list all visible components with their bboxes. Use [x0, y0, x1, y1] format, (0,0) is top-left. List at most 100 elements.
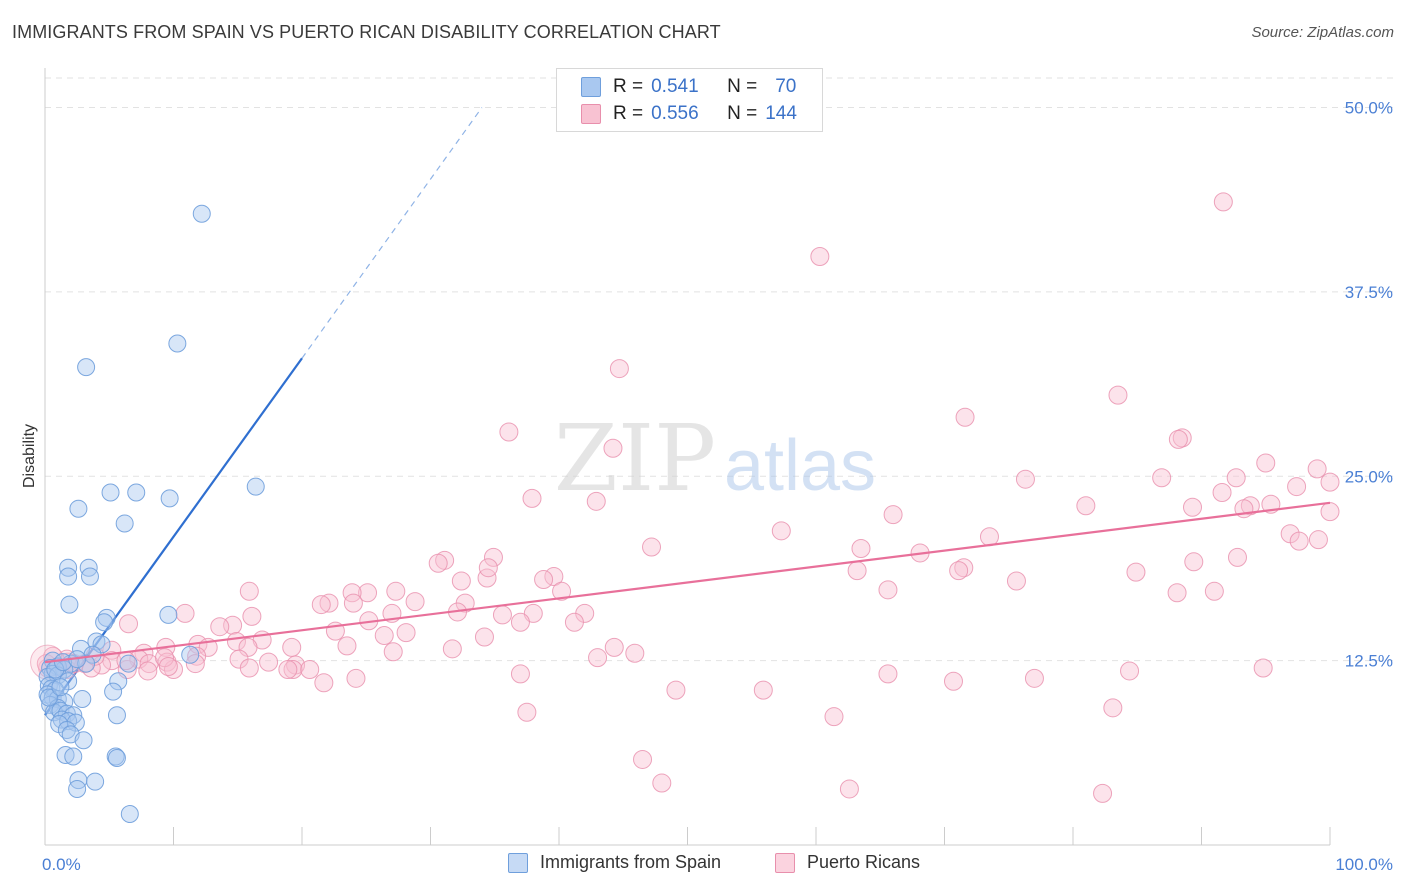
data-point-spain: [86, 772, 105, 791]
data-point-puerto-ricans: [586, 491, 606, 511]
legend-r-label: R =: [613, 103, 644, 124]
data-point-puerto-ricans: [1320, 502, 1340, 522]
data-point-puerto-ricans: [522, 488, 542, 508]
legend-label-puerto-ricans: Puerto Ricans: [807, 852, 921, 872]
data-point-puerto-ricans: [405, 592, 425, 612]
data-point-puerto-ricans: [483, 547, 503, 567]
data-point-puerto-ricans: [138, 661, 158, 681]
data-point-spain: [127, 483, 146, 502]
data-point-spain: [39, 688, 58, 707]
legend-r-label: R =: [613, 76, 644, 97]
data-point-puerto-ricans: [839, 779, 859, 799]
data-point-puerto-ricans: [1320, 472, 1340, 492]
data-point-spain: [56, 746, 75, 765]
data-point-puerto-ricans: [1212, 482, 1232, 502]
legend-row-puerto-ricans: R = 0.556 N = 144: [581, 102, 797, 126]
data-point-spain: [120, 805, 139, 824]
data-point-puerto-ricans: [510, 612, 530, 632]
data-point-spain: [73, 689, 92, 708]
data-point-puerto-ricans: [851, 539, 871, 559]
legend-item-spain[interactable]: Immigrants from Spain: [508, 852, 721, 873]
data-point-puerto-ricans: [239, 658, 259, 678]
data-point-puerto-ricans: [642, 537, 662, 557]
trend-line-spain-dashed: [301, 107, 483, 359]
y-tick-label: 37.5%: [1345, 283, 1393, 302]
data-point-puerto-ricans: [1152, 468, 1172, 488]
data-point-spain: [59, 567, 78, 586]
x-tick-labels: 0.0% 100.0%: [42, 855, 1393, 874]
data-point-puerto-ricans: [1213, 192, 1233, 212]
data-point-puerto-ricans: [282, 637, 302, 657]
chart-title: IMMIGRANTS FROM SPAIN VS PUERTO RICAN DI…: [12, 22, 721, 42]
data-point-spain: [77, 654, 96, 673]
data-point-spain: [74, 731, 93, 750]
data-point-puerto-ricans: [185, 654, 205, 674]
data-point-puerto-ricans: [1015, 469, 1035, 489]
stats-legend: R = 0.541 N = 70 R = 0.556 N = 144: [556, 68, 823, 132]
data-point-puerto-ricans: [337, 636, 357, 656]
data-point-spain: [115, 514, 134, 533]
data-point-puerto-ricans: [239, 581, 259, 601]
data-point-puerto-ricans: [478, 558, 498, 578]
legend-n-value: 70: [775, 76, 797, 97]
legend-item-puerto-ricans[interactable]: Puerto Ricans: [775, 852, 920, 873]
data-point-spain: [51, 678, 70, 697]
data-point-puerto-ricans: [666, 680, 686, 700]
data-point-puerto-ricans: [534, 570, 554, 589]
data-point-puerto-ricans: [442, 639, 462, 659]
data-point-spain: [107, 748, 126, 767]
data-point-puerto-ricans: [633, 749, 653, 769]
data-point-spain: [104, 682, 123, 701]
data-point-puerto-ricans: [1168, 429, 1188, 449]
data-point-puerto-ricans: [1076, 496, 1096, 516]
data-point-puerto-ricans: [1108, 385, 1128, 405]
data-point-puerto-ricans: [383, 642, 403, 662]
data-point-puerto-ricans: [753, 680, 773, 700]
data-point-puerto-ricans: [300, 659, 320, 679]
data-point-puerto-ricans: [954, 558, 974, 578]
data-point-puerto-ricans: [343, 593, 363, 613]
data-point-puerto-ricans: [499, 422, 519, 442]
data-point-spain: [69, 499, 88, 518]
y-axis-title: Disability: [21, 424, 38, 488]
data-point-puerto-ricans: [396, 623, 416, 643]
data-point-spain: [60, 595, 79, 614]
data-point-puerto-ricans: [652, 773, 672, 793]
legend-swatch-spain: [581, 77, 601, 97]
data-point-spain: [119, 654, 138, 673]
trend-line-puerto-ricans: [44, 501, 1331, 664]
data-point-puerto-ricans: [210, 617, 230, 637]
data-point-puerto-ricans: [510, 664, 530, 684]
data-point-puerto-ricans: [451, 571, 471, 591]
data-point-puerto-ricans: [1103, 698, 1123, 718]
trend-line-puerto-ricans-solid: [44, 501, 1331, 664]
data-point-spain: [168, 334, 187, 353]
grid-lines: [45, 77, 1395, 662]
data-point-spain: [95, 613, 114, 632]
data-point-puerto-ricans: [552, 581, 572, 601]
watermark: ZIP atlas: [554, 405, 876, 512]
series-puerto-ricans: [30, 192, 1340, 803]
source-note: Source: ZipAtlas.com: [1251, 24, 1394, 41]
data-point-puerto-ricans: [943, 671, 963, 691]
data-point-puerto-ricans: [1183, 497, 1203, 517]
watermark-zip: ZIP: [554, 405, 716, 512]
data-point-puerto-ricans: [1289, 531, 1309, 551]
data-point-puerto-ricans: [1307, 459, 1327, 479]
data-point-spain: [101, 483, 120, 502]
data-point-puerto-ricans: [1006, 571, 1026, 591]
data-point-spain: [87, 632, 106, 651]
data-point-spain: [92, 635, 111, 654]
data-point-spain: [106, 747, 125, 766]
legend-r-value: 0.556: [651, 103, 699, 124]
data-point-puerto-ricans: [1126, 562, 1146, 582]
y-tick-labels: 12.5% 25.0% 37.5% 50.0%: [1345, 99, 1393, 671]
data-point-puerto-ricans: [564, 612, 584, 632]
data-point-puerto-ricans: [883, 505, 903, 525]
data-point-puerto-ricans: [242, 606, 262, 626]
data-point-puerto-ricans: [878, 664, 898, 684]
legend-swatch-puerto-ricans: [581, 104, 601, 124]
data-point-puerto-ricans: [1226, 468, 1246, 488]
legend-r-value: 0.541: [651, 76, 699, 97]
